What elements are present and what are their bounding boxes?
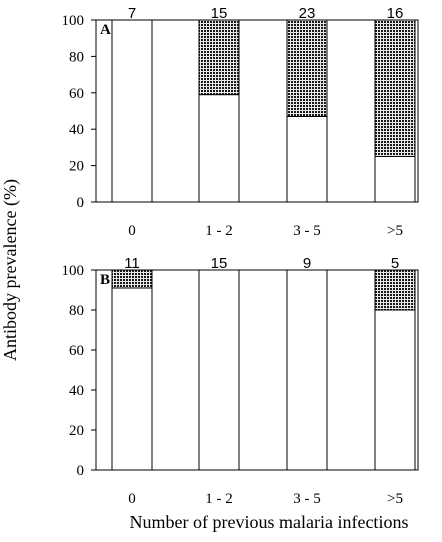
y-tick-label: 20: [69, 423, 84, 439]
y-tick-label: 0: [77, 195, 85, 211]
bar-count-label: 5: [391, 255, 399, 272]
y-axis-title: Antibody prevalence (%): [0, 179, 21, 361]
y-tick-label: 40: [69, 383, 84, 399]
bar-segment: [111, 19, 153, 203]
x-axis-title: Number of previous malaria infections: [130, 512, 409, 532]
bar-segment: [286, 269, 328, 471]
bar-segment: [286, 19, 328, 117]
x-tick-label: 1 - 2: [205, 223, 233, 239]
x-tick-label: 3 - 5: [293, 223, 321, 239]
bar-count-label: 15: [211, 255, 228, 272]
bar-segment: [374, 19, 416, 157]
y-tick-label: 80: [69, 49, 84, 65]
panel-label: A: [100, 22, 111, 38]
y-tick-label: 100: [62, 13, 85, 29]
x-tick-label: >5: [387, 223, 403, 239]
y-tick-label: 40: [69, 122, 84, 138]
y-tick-label: 80: [69, 303, 84, 319]
bar-segment: [374, 156, 416, 203]
bar-segment: [286, 115, 328, 203]
bar-count-label: 23: [299, 5, 316, 22]
x-tick-label: 1 - 2: [205, 491, 233, 507]
bar-segment: [111, 287, 153, 471]
x-tick-label: 0: [128, 223, 136, 239]
chart-panel-a: 0 20 40 60 80 100 A 7 0 15 1 - 2 23 3 - 5 16 >5: [62, 5, 419, 239]
bar-segment: [198, 94, 240, 203]
bar-count-label: 11: [124, 255, 140, 272]
bar-count-label: 9: [303, 255, 311, 272]
bar-segment: [374, 269, 416, 311]
bar-count-label: 15: [211, 5, 228, 22]
y-tick-label: 60: [69, 343, 84, 359]
x-tick-label: >5: [387, 491, 403, 507]
chart-panels: 0 20 40 60 80 100 A 7 0 15 1 - 2 23 3 - 5 16 >5 0 20 40 60…: [62, 5, 419, 507]
bar-segment: [198, 19, 240, 96]
plot-frame: [95, 19, 419, 203]
bar-segment: [374, 309, 416, 471]
chart-panel-b: 0 20 40 60 80 100 B 11 0 15 1 - 2 9 3 - 5 5 >5: [62, 255, 419, 507]
bar-segment: [111, 269, 153, 289]
y-tick-label: 20: [69, 159, 84, 175]
y-tick-label: 0: [77, 463, 85, 479]
y-tick-label: 100: [62, 263, 85, 279]
bar-segment: [198, 269, 240, 471]
x-tick-label: 3 - 5: [293, 491, 321, 507]
bar-count-label: 7: [128, 5, 136, 22]
panel-label: B: [100, 272, 110, 288]
y-tick-label: 60: [69, 86, 84, 102]
bar-count-label: 16: [387, 5, 404, 22]
plot-frame: [95, 269, 419, 471]
x-tick-label: 0: [128, 491, 136, 507]
